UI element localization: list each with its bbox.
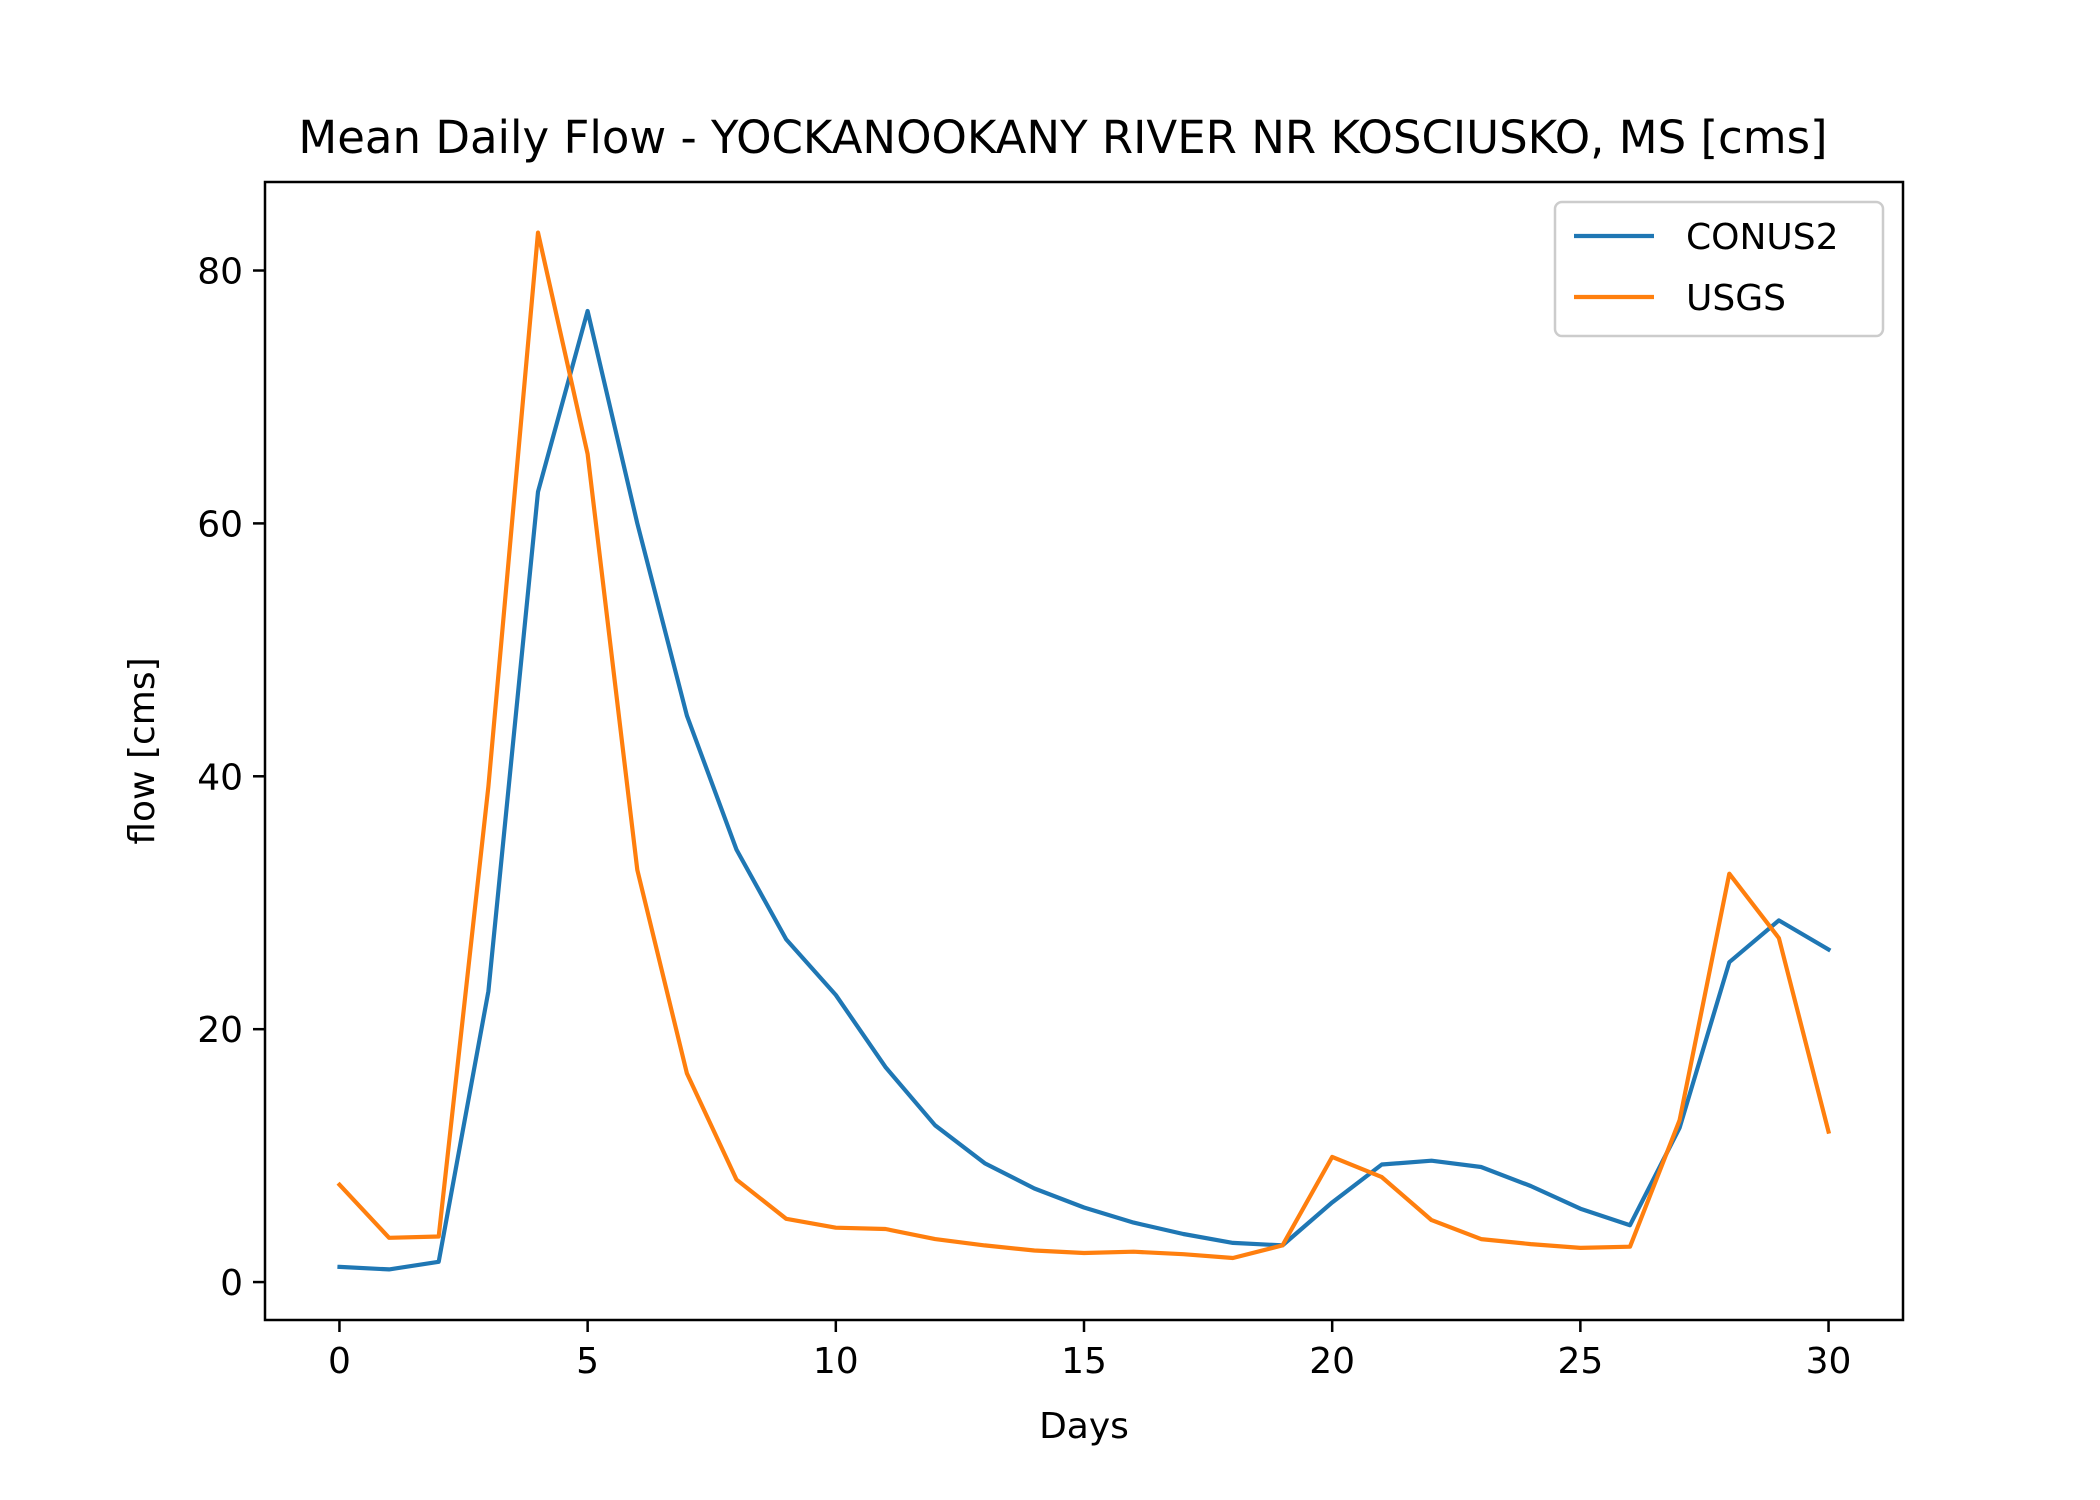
series-line-usgs	[336, 230, 1832, 1261]
series-layer	[336, 230, 1832, 1272]
y-axis-ticks: 0 20 40 60 80	[197, 252, 265, 1304]
x-tick-label: 25	[1557, 1341, 1603, 1382]
x-tick-label: 0	[328, 1341, 351, 1382]
x-tick-label: 10	[813, 1341, 859, 1382]
chart-title: Mean Daily Flow - YOCKANOOKANY RIVER NR …	[298, 111, 1827, 164]
x-tick-label: 15	[1061, 1341, 1107, 1382]
y-tick-label: 20	[197, 1010, 243, 1051]
y-tick-label: 80	[197, 252, 243, 293]
x-tick-label: 30	[1806, 1341, 1852, 1382]
legend-label-usgs: USGS	[1686, 278, 1786, 319]
legend-label-conus2: CONUS2	[1686, 217, 1839, 258]
x-tick-label: 20	[1309, 1341, 1355, 1382]
legend: CONUS2 USGS	[1553, 200, 1885, 338]
series-line-conus2	[337, 308, 1832, 1272]
y-tick-label: 40	[197, 757, 243, 798]
y-tick-label: 60	[197, 504, 243, 545]
x-tick-label: 5	[576, 1341, 599, 1382]
x-axis-label: Days	[1039, 1406, 1129, 1447]
x-axis-ticks: 0 5 10 15 20 25 30	[328, 1320, 1851, 1382]
y-axis-label: flow [cms]	[122, 657, 163, 844]
y-tick-label: 0	[220, 1263, 243, 1304]
